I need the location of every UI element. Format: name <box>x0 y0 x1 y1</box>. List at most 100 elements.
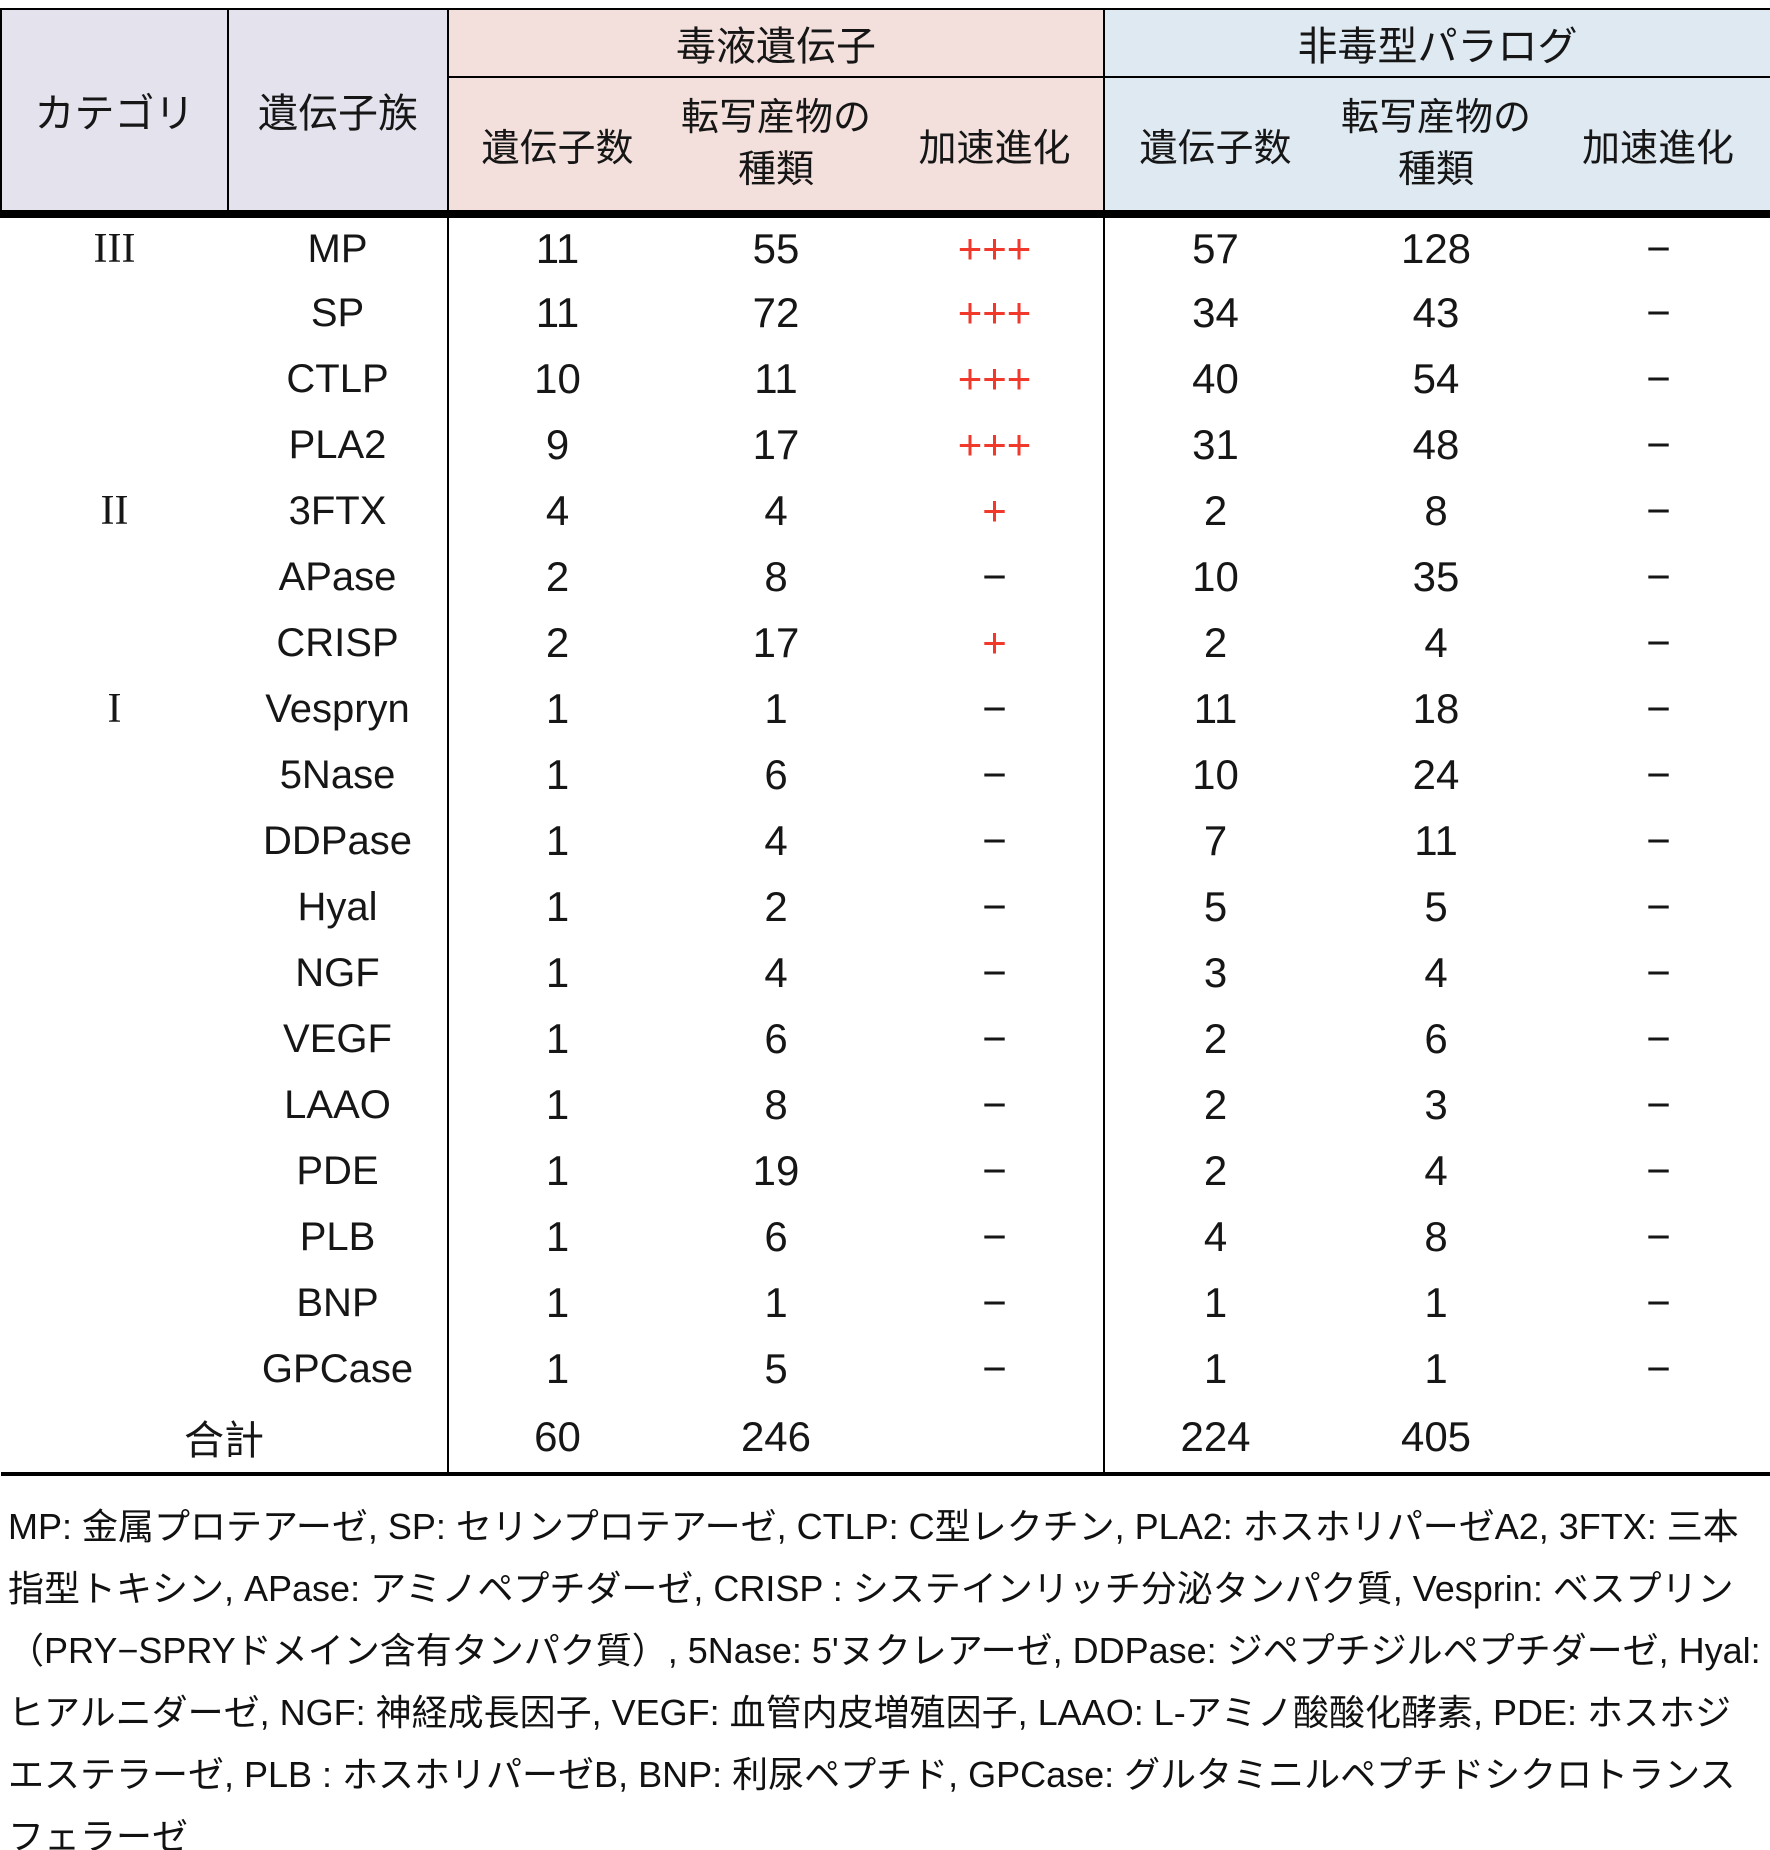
venom-accel-cell: − <box>982 553 1007 600</box>
total-label-cell: 合計 <box>1 1402 448 1476</box>
table-row: GPCase 1 5 − 1 1 − <box>1 1336 1770 1402</box>
category-cell <box>1 1006 228 1072</box>
paralog-transcripts-cell: 8 <box>1424 487 1448 534</box>
venom-transcripts-cell: 1 <box>764 685 788 732</box>
venom-gene-count-cell: 9 <box>447 412 666 478</box>
category-cell <box>1 280 228 346</box>
transcript-label-line1: 転写産物の <box>1341 97 1532 139</box>
paralog-gene-count-cell: 1 <box>1103 1270 1327 1336</box>
table-body: III MP 11 55 +++ 57 128− SP 11 72 +++ 34 43− CTLP 10 11… <box>1 214 1770 1402</box>
venom-accel-cell: − <box>982 1081 1007 1128</box>
paralog-gene-count-cell: 2 <box>1103 1006 1327 1072</box>
paralog-transcripts-cell: 5 <box>1424 883 1448 930</box>
gene-family-cell: GPCase <box>261 1346 414 1391</box>
transcript-label-line2: 種類 <box>1398 149 1475 191</box>
transcript-label-line2: 種類 <box>737 149 814 191</box>
category-cell <box>1 1072 228 1138</box>
venom-transcripts-cell: 8 <box>764 553 788 600</box>
venom-transcripts-cell: 17 <box>752 619 800 666</box>
venom-accel-cell: − <box>982 817 1007 864</box>
gene-family-cell: Vespryn <box>265 686 410 731</box>
paralog-gene-count-cell: 7 <box>1103 808 1327 874</box>
category-cell <box>1 874 228 940</box>
table-row: CTLP 10 11 +++ 40 54 − <box>1 346 1770 412</box>
paralog-accel-cell: − <box>1646 487 1671 534</box>
paralog-gene-count-cell: 34 <box>1103 280 1327 346</box>
subheader-paralog-gene-count: 遺伝子数 <box>1103 77 1327 218</box>
table-row: I Vespryn 1 1−11 18− <box>1 676 1770 742</box>
paralog-transcripts-cell: 43 <box>1412 289 1460 336</box>
gene-family-cell: Hyal <box>297 884 378 929</box>
paralog-gene-count-cell: 3 <box>1103 940 1327 1006</box>
venom-gene-count-cell: 1 <box>447 676 666 742</box>
paralog-accel-cell: − <box>1646 1213 1671 1260</box>
venom-accel-cell: +++ <box>957 355 1032 402</box>
venom-accel-cell: − <box>982 883 1007 930</box>
subheader-venom-transcript-types: 転写産物の 種類 <box>666 77 886 218</box>
venom-accel-cell: + <box>982 619 1007 666</box>
gene-family-cell: PLB <box>299 1214 376 1259</box>
paralog-transcripts-cell: 4 <box>1424 1147 1448 1194</box>
venom-accel-cell: − <box>982 1345 1007 1392</box>
category-cell <box>1 346 228 412</box>
venom-transcripts-cell: 6 <box>764 751 788 798</box>
category-cell <box>1 808 228 874</box>
total-venom-gene-count-cell: 60 <box>447 1402 666 1476</box>
paralog-transcripts-cell: 6 <box>1424 1015 1448 1062</box>
paralog-gene-count-cell: 57 <box>1103 214 1327 280</box>
venom-accel-cell: +++ <box>957 421 1032 468</box>
venom-transcripts-cell: 4 <box>764 487 788 534</box>
paralog-accel-cell: − <box>1646 289 1671 336</box>
paralog-transcripts-cell: 1 <box>1424 1279 1448 1326</box>
category-cell <box>1 412 228 478</box>
subheader-paralog-transcript-types: 転写産物の 種類 <box>1326 77 1547 218</box>
table-row: II 3FTX 4 4 +2 8 − <box>1 478 1770 544</box>
paralog-accel-cell: − <box>1646 1345 1671 1392</box>
gene-family-cell: NGF <box>295 950 380 995</box>
table-row: LAAO 1 8 − 2 3 − <box>1 1072 1770 1138</box>
venom-accel-cell: +++ <box>957 289 1032 336</box>
venom-transcripts-cell: 2 <box>764 883 788 930</box>
gene-family-cell: PDE <box>296 1148 379 1193</box>
paralog-gene-count-cell: 4 <box>1103 1204 1327 1270</box>
venom-gene-count-cell: 11 <box>447 280 666 346</box>
paralog-accel-cell: − <box>1646 619 1671 666</box>
paralog-gene-count-cell: 2 <box>1103 1072 1327 1138</box>
paralog-gene-count-cell: 10 <box>1103 544 1327 610</box>
paralog-transcripts-cell: 54 <box>1412 355 1460 402</box>
venom-transcripts-cell: 17 <box>752 421 800 468</box>
venom-gene-count-cell: 4 <box>447 478 666 544</box>
paralog-transcripts-cell: 1 <box>1424 1345 1448 1392</box>
table-row: CRISP 2 17 +2 4 − <box>1 610 1770 676</box>
paralog-accel-cell: − <box>1646 1147 1671 1194</box>
venom-gene-count-cell: 2 <box>447 610 666 676</box>
category-cell <box>1 1138 228 1204</box>
total-venom-transcripts-cell: 246 <box>666 1402 886 1476</box>
paralog-accel-cell: − <box>1646 1279 1671 1326</box>
category-cell <box>1 544 228 610</box>
venom-gene-count-cell: 1 <box>447 742 666 808</box>
subheader-venom-accelerated-evolution: 加速進化 <box>886 77 1105 218</box>
paralog-gene-count-cell: 2 <box>1103 478 1327 544</box>
venom-transcripts-cell: 6 <box>764 1213 788 1260</box>
paralog-accel-cell: − <box>1646 751 1671 798</box>
total-paralog-gene-count-cell: 224 <box>1103 1402 1327 1476</box>
gene-family-cell: BNP <box>296 1280 379 1325</box>
table-row: DDPase 1 4 − 7 11 − <box>1 808 1770 874</box>
venom-transcripts-cell: 8 <box>764 1081 788 1128</box>
category-cell <box>1 610 228 676</box>
column-header-gene-family: 遺伝子族 <box>228 8 449 218</box>
gene-family-cell: DDPase <box>263 818 412 863</box>
venom-gene-count-cell: 1 <box>447 940 666 1006</box>
venom-accel-cell: − <box>982 685 1007 732</box>
paralog-accel-cell: − <box>1646 949 1671 996</box>
paralog-transcripts-cell: 3 <box>1424 1081 1448 1128</box>
category-cell <box>1 742 228 808</box>
table-row: SP 11 72 +++ 34 43 − <box>1 280 1770 346</box>
abbreviation-footnote: MP: 金属プロテアーゼ, SP: セリンプロテアーゼ, CTLP: C型レクチ… <box>8 1506 1761 1850</box>
total-paralog-transcripts-cell: 405 <box>1326 1402 1547 1476</box>
paralog-accel-cell: − <box>1646 355 1671 402</box>
transcript-label-line1: 転写産物の <box>680 97 871 139</box>
table-row: III MP 11 55 +++ 57 128 − <box>1 214 1770 280</box>
